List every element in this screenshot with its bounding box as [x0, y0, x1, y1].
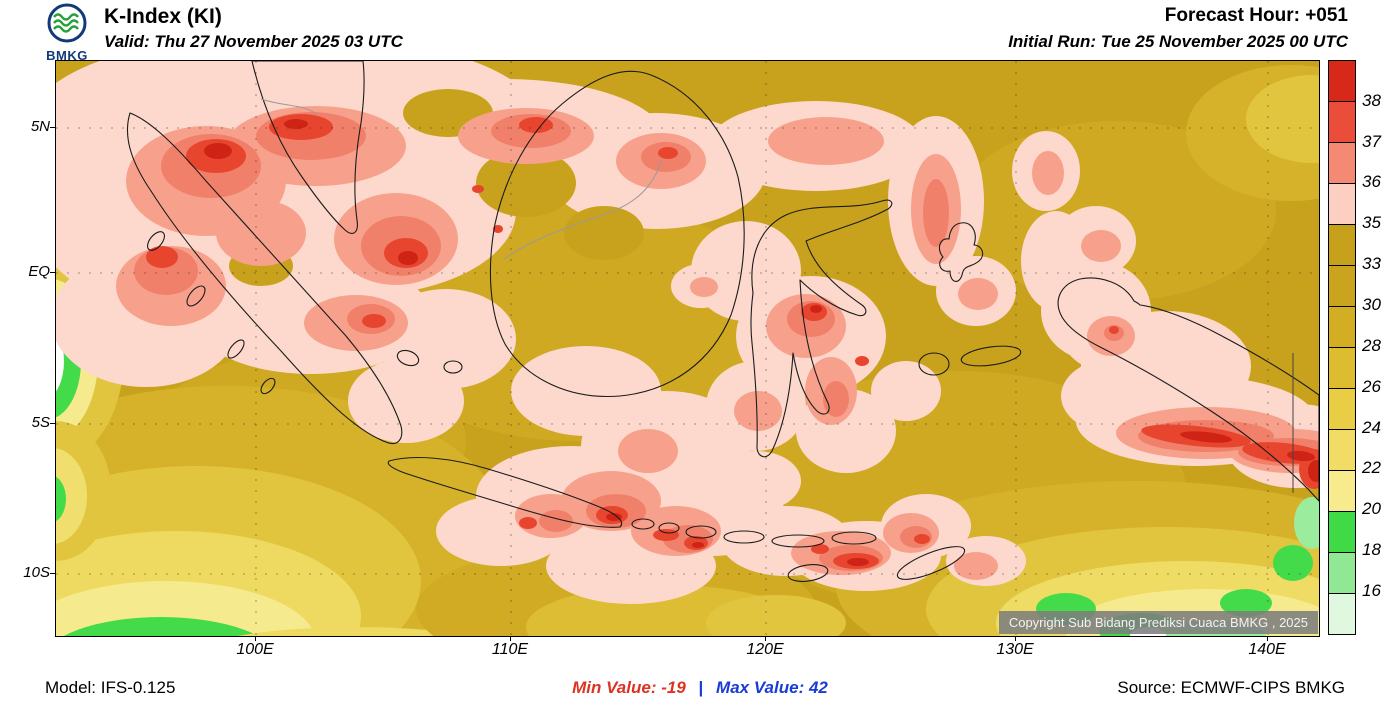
- lat-tick: [50, 423, 55, 424]
- bmkg-logo: BMKG: [38, 2, 96, 63]
- k-index-contour-map: [56, 61, 1319, 636]
- colorbar-tick-label: 16: [1362, 581, 1381, 600]
- colorbar-tick-label: 28: [1362, 336, 1381, 355]
- colorbar-segment: [1329, 348, 1355, 389]
- colorbar-tick-label: 38: [1362, 91, 1381, 110]
- valid-datetime: Valid: Thu 27 November 2025 03 UTC: [104, 32, 403, 51]
- copyright-watermark: Copyright Sub Bidang Prediksi Cuaca BMKG…: [998, 611, 1318, 634]
- colorbar-tick-label: 37: [1362, 132, 1381, 151]
- lon-label-110e: 110E: [491, 641, 529, 658]
- colorbar-tick-label: 30: [1362, 295, 1381, 314]
- colorbar-segment: [1329, 471, 1355, 512]
- colorbar-segment: [1329, 61, 1355, 102]
- colorbar-tick-label: 26: [1362, 377, 1381, 396]
- lon-tick: [1267, 636, 1268, 641]
- colorbar-segment: [1329, 102, 1355, 143]
- lat-label-5s: 5S: [31, 414, 50, 431]
- lat-tick: [50, 127, 55, 128]
- page-title: K-Index (KI): [104, 5, 222, 28]
- max-value: 42: [808, 678, 828, 697]
- colorbar-segment: [1329, 143, 1355, 184]
- colorbar-segment: [1329, 225, 1355, 266]
- colorbar-tick-label: 22: [1362, 458, 1381, 477]
- min-value-label: Min Value:: [572, 678, 657, 697]
- lon-tick: [255, 636, 256, 641]
- max-value-label: Max Value:: [716, 678, 805, 697]
- footer-minmax: Min Value: -19 | Max Value: 42: [0, 678, 1400, 698]
- footer-source: Source: ECMWF-CIPS BMKG: [1117, 678, 1345, 697]
- lon-tick: [510, 636, 511, 641]
- min-value: -19: [661, 678, 686, 697]
- forecast-hour: Forecast Hour: +051: [1164, 5, 1348, 26]
- colorbar: [1328, 60, 1356, 635]
- bmkg-logo-label: BMKG: [46, 48, 88, 63]
- lat-tick: [50, 272, 55, 273]
- initial-run: Initial Run: Tue 25 November 2025 00 UTC: [1008, 32, 1348, 51]
- minmax-separator: |: [698, 678, 704, 697]
- colorbar-segment: [1329, 307, 1355, 348]
- bmkg-logo-icon: [47, 3, 87, 43]
- lon-tick: [765, 636, 766, 641]
- colorbar-segment: [1329, 430, 1355, 471]
- lon-tick: [1015, 636, 1016, 641]
- lon-label-100e: 100E: [236, 641, 274, 658]
- colorbar-segment: [1329, 553, 1355, 594]
- colorbar-segment: [1329, 184, 1355, 225]
- colorbar-segment: [1329, 389, 1355, 430]
- coastlines: [126, 61, 1319, 582]
- colorbar-tick-label: 36: [1362, 172, 1381, 191]
- lat-tick: [50, 573, 55, 574]
- lon-label-140e: 140E: [1248, 641, 1286, 658]
- map-canvas: Copyright Sub Bidang Prediksi Cuaca BMKG…: [55, 60, 1320, 637]
- colorbar-tick-label: 35: [1362, 213, 1381, 232]
- graticule: [56, 61, 1319, 636]
- colorbar-segment: [1329, 512, 1355, 553]
- colorbar-tick-label: 24: [1362, 418, 1381, 437]
- lat-label-10s: 10S: [23, 564, 50, 581]
- lon-label-120e: 120E: [746, 641, 784, 658]
- colorbar-tick-label: 33: [1362, 254, 1381, 273]
- lat-label-eq: EQ: [28, 263, 50, 280]
- lat-label-5n: 5N: [30, 118, 50, 135]
- colorbar-tick-label: 20: [1362, 499, 1381, 518]
- footer-model: Model: IFS-0.125: [45, 678, 176, 697]
- colorbar-segment: [1329, 594, 1355, 634]
- colorbar-tick-label: 18: [1362, 540, 1381, 559]
- lon-label-130e: 130E: [996, 641, 1034, 658]
- colorbar-segment: [1329, 266, 1355, 307]
- country-borders: [260, 98, 663, 260]
